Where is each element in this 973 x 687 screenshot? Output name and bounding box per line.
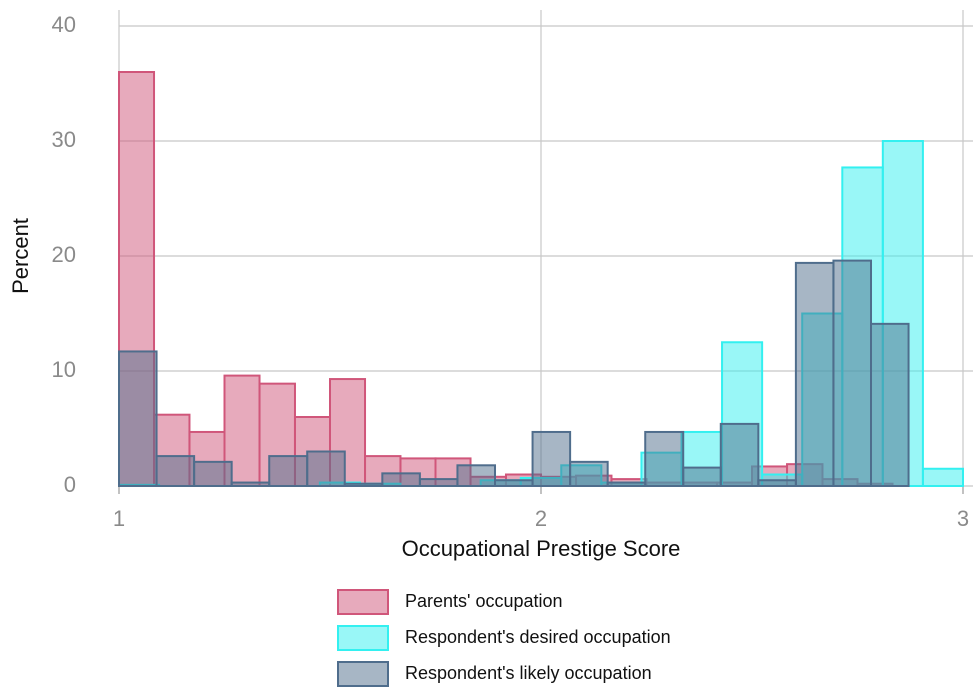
y-tick-label: 30 <box>52 127 76 152</box>
bar <box>870 322 910 487</box>
legend-swatch <box>337 625 389 651</box>
legend-swatch <box>337 661 389 687</box>
x-tick-label: 3 <box>957 506 969 531</box>
bar <box>418 478 459 488</box>
bar <box>832 259 873 487</box>
bar <box>569 460 609 488</box>
bar <box>306 450 346 487</box>
bar <box>155 455 196 488</box>
y-tick-label: 20 <box>52 242 76 267</box>
bar <box>719 422 760 487</box>
bar <box>456 464 497 487</box>
bar <box>118 350 158 488</box>
y-tick-label: 40 <box>52 12 76 37</box>
bar <box>921 467 964 487</box>
bar <box>794 261 835 487</box>
x-axis-title: Occupational Prestige Score <box>402 536 681 561</box>
bar <box>230 481 271 487</box>
x-tick-label: 2 <box>535 506 547 531</box>
bar <box>494 479 534 487</box>
y-axis-title: Percent <box>8 218 33 294</box>
legend-swatch <box>337 589 389 615</box>
legend-label: Respondent's likely occupation <box>405 663 652 683</box>
legend-label: Respondent's desired occupation <box>405 627 671 647</box>
bar <box>343 482 384 488</box>
y-tick-label: 0 <box>64 472 76 497</box>
bar <box>268 455 309 488</box>
bar <box>381 472 421 488</box>
bar <box>757 479 797 487</box>
bar <box>606 481 647 487</box>
legend-label: Parents' occupation <box>405 591 563 611</box>
bar <box>682 466 722 488</box>
x-tick-label: 1 <box>113 506 125 531</box>
bar <box>193 460 233 488</box>
bar <box>531 430 572 488</box>
bar <box>644 430 685 488</box>
y-tick-label: 10 <box>52 357 76 382</box>
